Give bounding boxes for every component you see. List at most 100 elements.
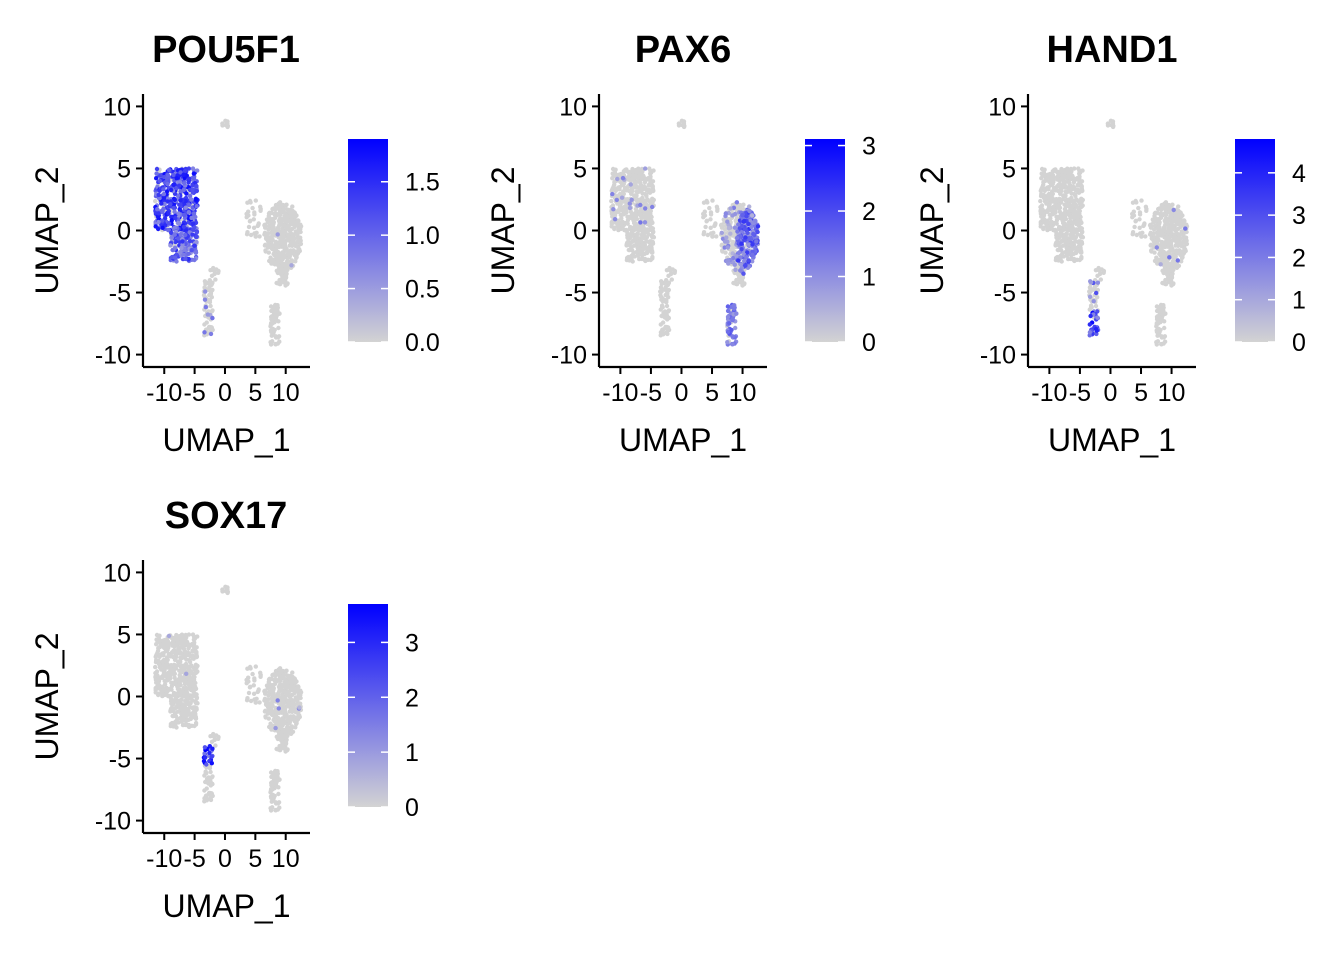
y-tick-label: 0	[1002, 218, 1016, 246]
data-point	[622, 211, 627, 216]
data-point	[725, 245, 730, 250]
data-point	[712, 222, 718, 228]
data-point	[263, 242, 268, 247]
data-point	[1131, 213, 1137, 218]
x-tick-label: -5	[640, 379, 662, 407]
data-point	[726, 261, 731, 266]
data-point	[171, 205, 176, 211]
data-point	[211, 734, 216, 739]
data-point	[1087, 294, 1093, 299]
data-point	[296, 218, 301, 224]
data-point	[157, 644, 163, 650]
data-point	[284, 668, 289, 673]
data-point	[738, 262, 744, 267]
data-point	[1160, 230, 1166, 235]
data-point	[1156, 217, 1161, 222]
data-point	[285, 218, 290, 224]
data-point	[183, 698, 188, 704]
data-point	[1157, 227, 1162, 232]
data-point	[609, 198, 614, 204]
data-point	[176, 702, 181, 708]
data-point	[268, 304, 274, 309]
data-point	[630, 185, 635, 191]
data-point	[708, 225, 713, 230]
data-point	[1075, 183, 1080, 188]
y-tick-label: -10	[95, 342, 131, 370]
data-point	[181, 212, 187, 218]
data-point	[743, 235, 748, 240]
data-point	[1046, 187, 1051, 192]
data-point	[711, 230, 716, 235]
data-point	[192, 723, 197, 729]
data-point	[279, 263, 285, 269]
data-point	[202, 788, 207, 793]
data-point	[181, 653, 186, 659]
data-point	[1041, 211, 1046, 216]
data-point	[658, 292, 663, 298]
data-point	[1080, 188, 1085, 194]
data-point	[1183, 239, 1188, 244]
data-point	[1154, 304, 1160, 309]
data-point	[750, 249, 755, 254]
panel-pou5f1: POU5F1-10 -5 0 5 10-10-50510UMAP_1UMAP_20.00…	[29, 29, 440, 458]
data-point	[202, 297, 208, 302]
data-point	[278, 235, 283, 241]
data-point	[180, 705, 185, 710]
data-point	[633, 183, 638, 188]
data-point	[702, 213, 708, 218]
y-axis-title: UMAP_2	[914, 166, 950, 294]
data-point	[1133, 218, 1139, 223]
data-point	[1134, 200, 1139, 205]
data-point	[166, 221, 172, 226]
data-point	[733, 267, 738, 272]
y-axis-title: UMAP_2	[485, 166, 521, 294]
data-point	[176, 236, 181, 241]
scatter-points	[153, 584, 304, 813]
data-point	[293, 249, 298, 254]
data-point	[225, 121, 230, 126]
data-point	[1169, 282, 1174, 287]
data-point	[216, 270, 221, 275]
data-point	[271, 672, 276, 677]
data-point	[643, 206, 648, 211]
data-point	[736, 222, 741, 227]
data-point	[283, 272, 289, 277]
data-point	[628, 209, 633, 214]
data-point	[631, 220, 637, 226]
data-point	[732, 225, 738, 230]
data-point	[289, 263, 294, 268]
data-point	[246, 679, 251, 684]
data-point	[181, 172, 186, 177]
data-point	[278, 668, 283, 673]
data-point	[658, 285, 664, 290]
data-point	[287, 680, 292, 685]
data-point	[1176, 204, 1181, 209]
data-point	[189, 663, 194, 668]
data-point	[186, 251, 191, 256]
data-point	[731, 205, 737, 210]
data-point	[1162, 225, 1167, 230]
data-point	[738, 255, 743, 260]
x-tick-label: 0	[218, 845, 232, 873]
data-point	[191, 211, 197, 216]
data-point	[257, 234, 262, 239]
data-point	[277, 683, 283, 688]
data-point	[171, 671, 176, 677]
data-point	[1046, 191, 1052, 197]
colorbar	[805, 139, 845, 342]
data-point	[220, 122, 225, 128]
data-point	[625, 230, 630, 235]
data-point	[725, 314, 731, 320]
data-point	[714, 204, 720, 209]
data-point	[1154, 329, 1160, 335]
data-point	[262, 689, 267, 694]
colorbar-tick-label: 1	[1292, 287, 1306, 315]
data-point	[188, 669, 194, 674]
data-point	[268, 770, 274, 775]
data-point	[658, 330, 664, 335]
data-point	[1057, 232, 1063, 237]
data-point	[630, 176, 636, 181]
data-point	[273, 800, 278, 805]
data-point	[615, 176, 620, 182]
